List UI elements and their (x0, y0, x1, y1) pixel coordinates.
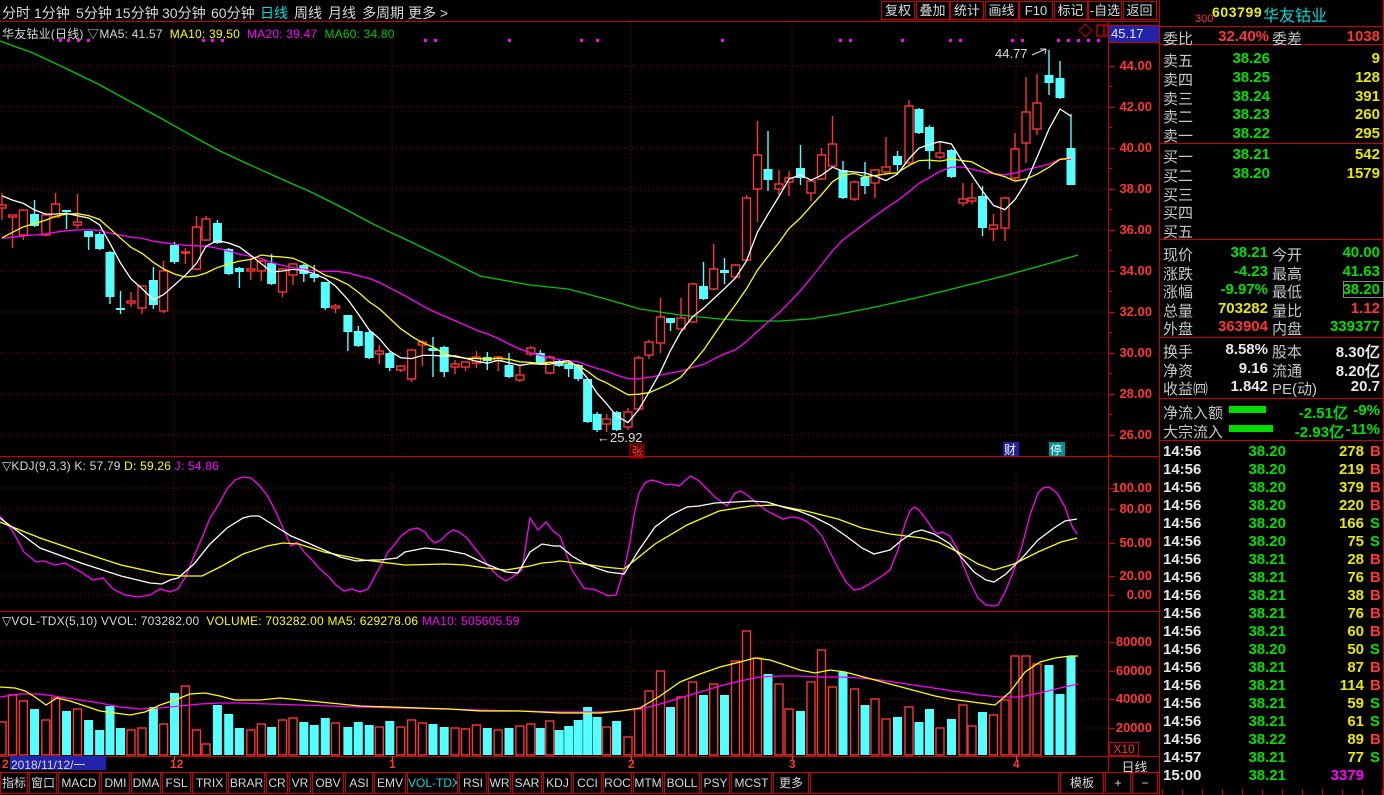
svg-text:张: 张 (632, 445, 644, 459)
svg-text:财: 财 (1004, 443, 1016, 457)
svg-text:←25.92: ←25.92 (597, 430, 643, 445)
svg-text:44.77: 44.77 (995, 46, 1028, 61)
svg-text:停: 停 (1050, 442, 1062, 457)
